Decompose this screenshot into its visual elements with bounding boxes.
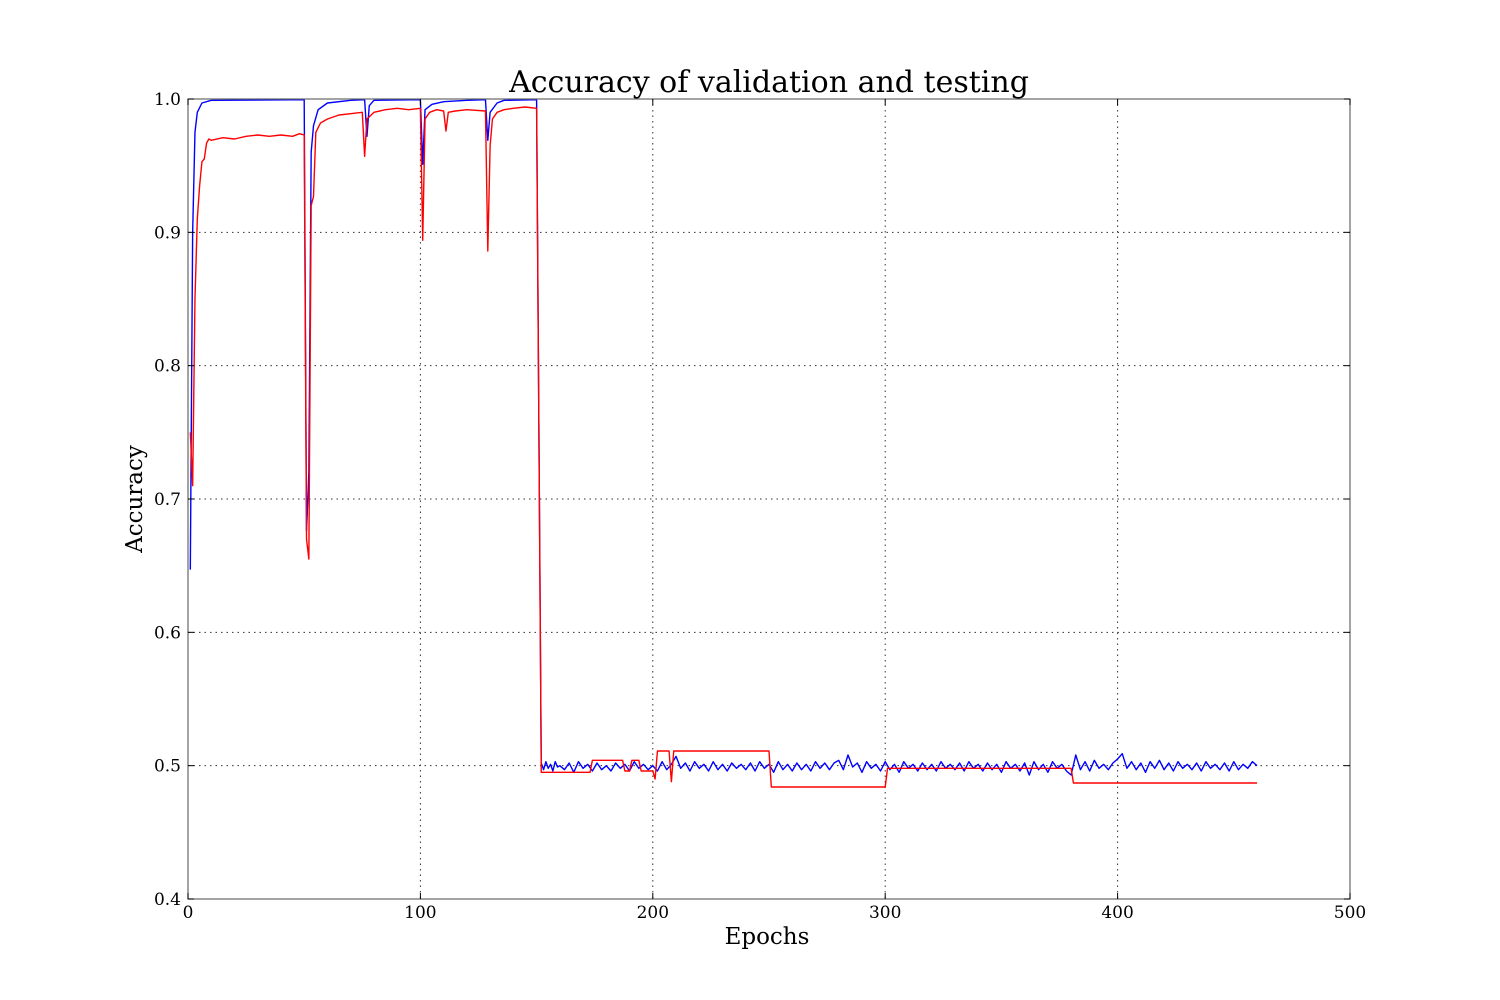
y-tick-label: 0.9 xyxy=(154,223,181,243)
series-line-validation xyxy=(189,98,1258,776)
y-tick-label: 1.0 xyxy=(154,90,181,110)
y-tick-label: 0.8 xyxy=(154,357,181,377)
y-axis-label: Accuracy xyxy=(122,445,148,554)
y-tick-label: 0.5 xyxy=(154,757,181,777)
chart-title: Accuracy of validation and testing xyxy=(508,65,1029,100)
x-tick-label: 400 xyxy=(1101,903,1133,923)
y-tick-label: 0.4 xyxy=(154,890,181,910)
x-tick-label: 100 xyxy=(404,903,436,923)
x-tick-label: 0 xyxy=(183,903,194,923)
x-axis-label: Epochs xyxy=(725,924,810,950)
series-layer xyxy=(189,98,1258,788)
y-tick-label: 0.6 xyxy=(154,623,181,643)
tick-layer: 0 100 200 300 400 500 0.4 0.5 0.6 0.7 0.8 0.9 1.0 xyxy=(154,90,1366,923)
x-tick-label: 300 xyxy=(869,903,901,923)
x-tick-label: 200 xyxy=(637,903,669,923)
y-tick-label: 0.7 xyxy=(154,490,181,510)
x-tick-label: 500 xyxy=(1334,903,1366,923)
series-line-testing xyxy=(189,106,1258,788)
